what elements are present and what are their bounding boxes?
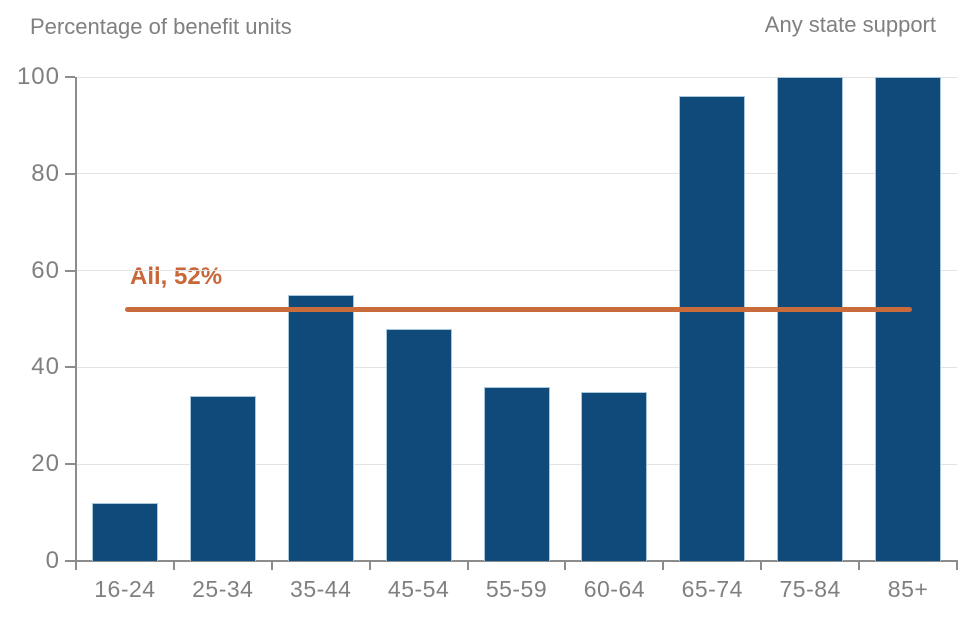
x-axis-label-75-84: 75-84 <box>779 576 841 602</box>
y-axis-label-60: 60 <box>31 256 60 284</box>
gridline-80 <box>76 173 957 175</box>
x-axis-tick-7 <box>760 562 763 570</box>
y-axis-label-80: 80 <box>31 159 60 187</box>
bar-55-59 <box>483 386 550 561</box>
x-axis-tick-3 <box>368 562 371 570</box>
x-axis-tick-0 <box>75 562 77 570</box>
x-axis-label-16-24: 16-24 <box>94 576 156 602</box>
x-axis-tick-9 <box>956 562 958 570</box>
x-axis-label-85+: 85+ <box>887 576 929 602</box>
chart-title-any-state-support: Any state support <box>764 12 936 37</box>
bar-16-24 <box>91 502 158 561</box>
y-axis-tick-100 <box>65 76 75 78</box>
gridline-60 <box>76 270 957 272</box>
x-axis-label-45-54: 45-54 <box>387 576 450 602</box>
x-axis-label-60-64: 60-64 <box>583 576 646 602</box>
x-axis-tick-5 <box>564 562 567 570</box>
bar-85+ <box>875 77 942 561</box>
reference-line-all <box>124 306 913 312</box>
axis-note-percentage-of-benefit-units: Percentage of benefit units <box>30 14 292 39</box>
x-axis-label-25-34: 25-34 <box>192 576 254 602</box>
y-axis-line <box>75 77 77 562</box>
x-axis-line <box>75 560 958 562</box>
x-axis-label-55-59: 55-59 <box>485 576 548 602</box>
y-axis-label-20: 20 <box>31 450 60 478</box>
bar-25-34 <box>189 396 256 561</box>
x-axis-tick-1 <box>172 562 175 570</box>
y-axis-tick-80 <box>65 172 75 175</box>
bar-60-64 <box>581 391 648 561</box>
bar-45-54 <box>385 328 452 561</box>
y-axis-tick-20 <box>65 463 75 466</box>
y-axis-tick-40 <box>65 366 75 369</box>
gridline-40 <box>76 366 957 368</box>
gridline-100 <box>76 76 957 78</box>
bar-65-74 <box>679 96 746 561</box>
bar-35-44 <box>287 294 354 561</box>
y-axis-tick-0 <box>65 560 75 562</box>
y-axis-label-40: 40 <box>31 353 60 381</box>
reference-line-label: All, 52% <box>130 263 223 290</box>
bar-75-84 <box>777 77 844 561</box>
y-axis-label-100: 100 <box>16 63 60 90</box>
y-axis-label-0: 0 <box>45 547 60 574</box>
x-axis-tick-4 <box>466 562 469 570</box>
x-axis-tick-6 <box>662 562 665 570</box>
x-axis-tick-2 <box>270 562 273 570</box>
x-axis-tick-8 <box>858 562 861 570</box>
x-axis-label-65-74: 65-74 <box>681 576 743 602</box>
x-axis-label-35-44: 35-44 <box>290 576 352 602</box>
y-axis-tick-60 <box>65 269 75 272</box>
